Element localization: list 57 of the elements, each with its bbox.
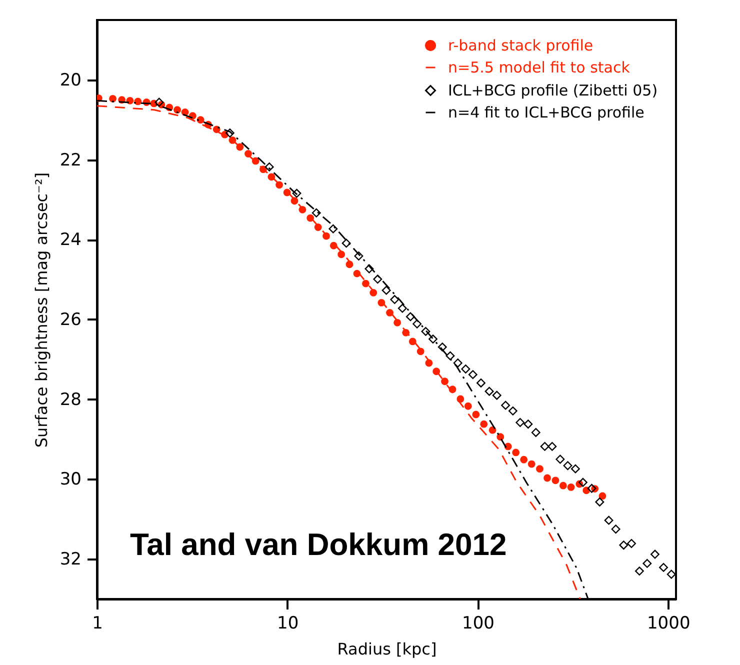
point bbox=[619, 540, 628, 550]
point bbox=[501, 400, 510, 410]
point bbox=[406, 312, 415, 322]
y-tick-label: 26 bbox=[60, 310, 82, 330]
point bbox=[540, 442, 550, 451]
point bbox=[421, 326, 430, 336]
point bbox=[531, 428, 540, 437]
point bbox=[627, 539, 636, 548]
y-tick-label: 30 bbox=[60, 470, 82, 490]
point bbox=[484, 386, 494, 396]
x-tick-label: 1 bbox=[92, 614, 103, 634]
y-tick-label: 20 bbox=[60, 70, 82, 90]
point bbox=[595, 497, 604, 506]
point bbox=[373, 274, 382, 284]
point bbox=[508, 406, 518, 416]
annotation: Tal and van Dokkum 2012 bbox=[130, 527, 507, 562]
point bbox=[468, 370, 478, 380]
legend-label: n=5.5 model fit to stack bbox=[448, 58, 630, 76]
point bbox=[563, 461, 572, 470]
point bbox=[453, 358, 462, 368]
point bbox=[516, 418, 525, 427]
y-axis-title: Surface brightness [mag arcsec⁻²] bbox=[32, 172, 51, 448]
x-tick-label: 10 bbox=[277, 614, 299, 634]
y-tick-label: 28 bbox=[60, 390, 82, 410]
point bbox=[570, 464, 580, 474]
point bbox=[492, 390, 502, 400]
point bbox=[578, 478, 588, 487]
x-axis-title: Radius [kpc] bbox=[337, 640, 437, 658]
point bbox=[642, 558, 652, 568]
y-tick-label: 32 bbox=[60, 550, 82, 570]
legend-label: n=4 fit to ICL+BCG profile bbox=[448, 104, 644, 122]
point bbox=[438, 342, 447, 352]
point bbox=[382, 286, 391, 295]
point bbox=[524, 420, 533, 429]
point bbox=[364, 264, 374, 274]
y-tick-label: 22 bbox=[60, 150, 82, 170]
point bbox=[398, 304, 407, 313]
point bbox=[587, 484, 596, 493]
point bbox=[650, 550, 660, 559]
point bbox=[446, 351, 455, 360]
x-tick-label: 100 bbox=[462, 614, 494, 634]
point bbox=[412, 319, 422, 328]
point bbox=[634, 566, 644, 576]
point bbox=[390, 295, 400, 304]
point bbox=[659, 562, 668, 572]
point bbox=[476, 378, 486, 388]
point bbox=[461, 364, 470, 374]
legend-label: ICL+BCG profile (Zibetti 05) bbox=[448, 82, 658, 100]
point bbox=[548, 442, 557, 451]
point bbox=[666, 570, 676, 579]
point bbox=[604, 516, 614, 525]
x-tick-label: 1000 bbox=[646, 614, 690, 634]
point bbox=[611, 524, 620, 534]
point bbox=[556, 454, 565, 464]
y-tick-label: 24 bbox=[60, 230, 82, 250]
point bbox=[428, 334, 438, 344]
legend-label: r-band stack profile bbox=[448, 36, 594, 54]
